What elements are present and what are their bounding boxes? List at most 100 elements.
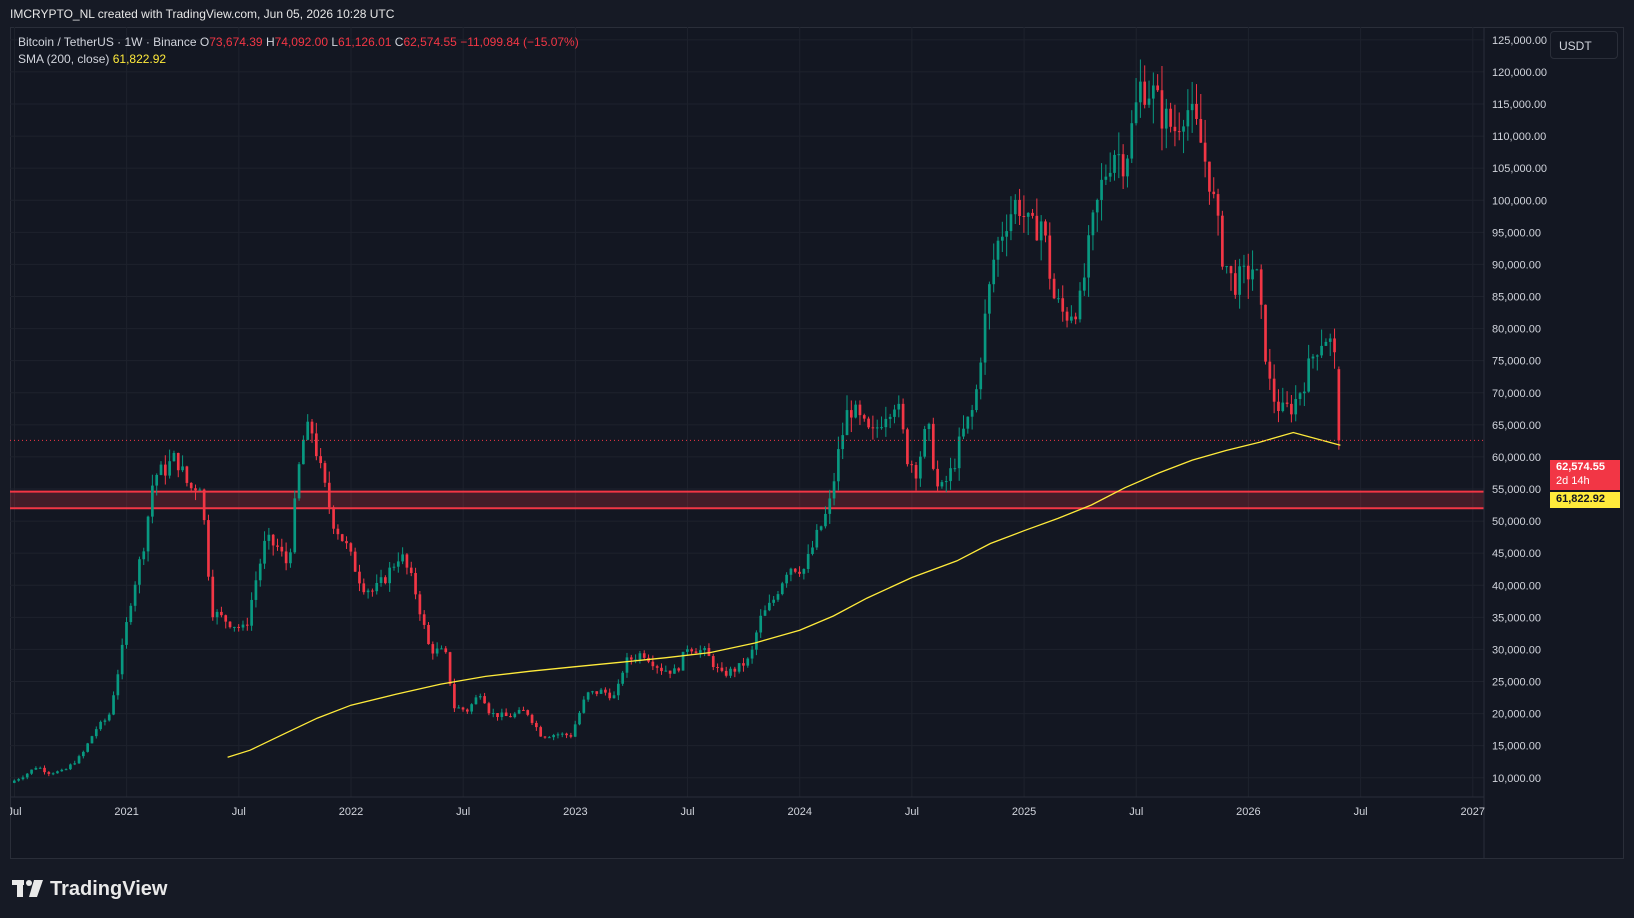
candle-body: [880, 427, 883, 429]
candle-body: [228, 621, 232, 628]
time-axis[interactable]: Jul 2021 Jul 2022 Jul 2023 Jul 2024 Jul 2025 Jul 20…: [10, 796, 1485, 818]
time-tick-label: Jul: [232, 806, 246, 818]
price-axis[interactable]: 10,000.00 15,000.00 20,000.00 25,000.00 30,0…: [1483, 27, 1547, 859]
symbol-name[interactable]: Bitcoin / TetherUS · 1W · Binance: [18, 35, 197, 49]
candle-body: [1268, 361, 1272, 379]
candle-body: [1156, 85, 1159, 91]
price-tick-label: 30,000.00: [1492, 644, 1541, 656]
candle-body: [1087, 235, 1090, 278]
price-tick-label: 80,000.00: [1492, 324, 1541, 336]
price-tick-label: 120,000.00: [1492, 67, 1547, 79]
candle-body: [151, 485, 154, 517]
candle-body: [396, 561, 400, 567]
candle-body: [509, 716, 512, 718]
candle-body: [1005, 231, 1008, 237]
candle-body: [1169, 108, 1172, 127]
indicator-name[interactable]: SMA (200, close): [18, 52, 110, 66]
tradingview-brand[interactable]: TradingView: [12, 876, 167, 902]
candle-body: [746, 658, 750, 666]
candle-body: [353, 551, 357, 572]
candle-body: [276, 545, 279, 547]
candle-body: [336, 528, 340, 535]
candle-body: [931, 423, 935, 469]
candle-body: [789, 568, 793, 575]
candle-body: [936, 468, 939, 487]
candle-body: [970, 410, 974, 417]
candle-body: [427, 624, 430, 645]
candle-body: [56, 771, 59, 774]
candle-body: [582, 699, 586, 713]
candle-body: [962, 428, 965, 437]
high-label: H: [265, 35, 275, 49]
candle-body: [828, 498, 832, 514]
candle-body: [988, 284, 991, 314]
brand-name: TradingView: [50, 877, 168, 900]
candle-body: [1229, 266, 1233, 274]
currency-unit-button[interactable]: USDT: [1550, 31, 1618, 59]
candle-body: [47, 772, 51, 774]
candle-body: [1139, 81, 1142, 103]
candle-body: [1091, 212, 1095, 236]
candle-body: [858, 404, 862, 416]
candle-body: [565, 733, 568, 736]
price-tick-label: 105,000.00: [1492, 163, 1547, 175]
candle-body: [69, 764, 72, 770]
time-tick-label: 2025: [1012, 806, 1036, 818]
candle-body: [1203, 142, 1207, 162]
candle-body: [1290, 403, 1293, 415]
candle-body: [1147, 98, 1151, 105]
candle-body: [332, 507, 335, 529]
candle-body: [1039, 221, 1043, 241]
tradingview-logo-icon: [12, 880, 44, 898]
low-label: L: [331, 35, 339, 49]
candle-body: [776, 594, 780, 600]
currency-unit-label: USDT: [1559, 39, 1592, 53]
candle-body: [38, 767, 42, 769]
candle-body: [759, 615, 763, 633]
bar-countdown: 2d 14h: [1556, 475, 1590, 487]
price-tick-label: 55,000.00: [1492, 484, 1541, 496]
candle-body: [207, 520, 210, 577]
candle-body: [703, 648, 706, 651]
candle-body: [875, 427, 879, 429]
candle-body: [862, 415, 866, 419]
candle-body: [146, 516, 150, 552]
candle-body: [25, 773, 29, 778]
time-tick-label: Jul: [1354, 806, 1368, 818]
candle-body: [815, 529, 819, 548]
candle-body: [897, 403, 901, 410]
time-tick-label: Jul: [681, 806, 695, 818]
candle-body: [888, 416, 892, 419]
candle-body: [1074, 316, 1078, 320]
open-label: O: [199, 35, 210, 49]
time-tick-label: 2024: [787, 806, 811, 818]
candle-body: [552, 735, 555, 738]
candle-body: [461, 707, 465, 710]
price-chart[interactable]: 10,000.00 15,000.00 20,000.00 25,000.00 30,0…: [10, 27, 1624, 859]
candle-body: [569, 735, 573, 737]
candle-body: [1242, 265, 1246, 267]
candle-body: [530, 714, 534, 723]
candle-body: [267, 534, 271, 541]
candle-body: [138, 559, 141, 585]
price-tick-label: 65,000.00: [1492, 420, 1541, 432]
price-tick-label: 20,000.00: [1492, 709, 1541, 721]
candle-body: [211, 576, 215, 618]
candle-body: [500, 712, 504, 718]
candle-body: [556, 734, 560, 736]
candle-body: [185, 466, 189, 483]
indicator-legend-row: SMA (200, close) 61,822.92: [18, 51, 579, 68]
candle-body: [1216, 194, 1220, 216]
candle-body: [1320, 345, 1323, 356]
candle-body: [612, 695, 616, 699]
low-value: 61,126.01: [338, 35, 392, 49]
candle-body: [673, 668, 676, 674]
candle-body: [845, 410, 849, 436]
candle-body: [314, 433, 318, 457]
time-tick-label: 2026: [1236, 806, 1260, 818]
candle-body: [224, 615, 228, 622]
candle-body: [21, 777, 25, 780]
candle-body: [893, 409, 896, 417]
time-tick-label: Jul: [10, 806, 22, 818]
candle-body: [996, 240, 1000, 260]
